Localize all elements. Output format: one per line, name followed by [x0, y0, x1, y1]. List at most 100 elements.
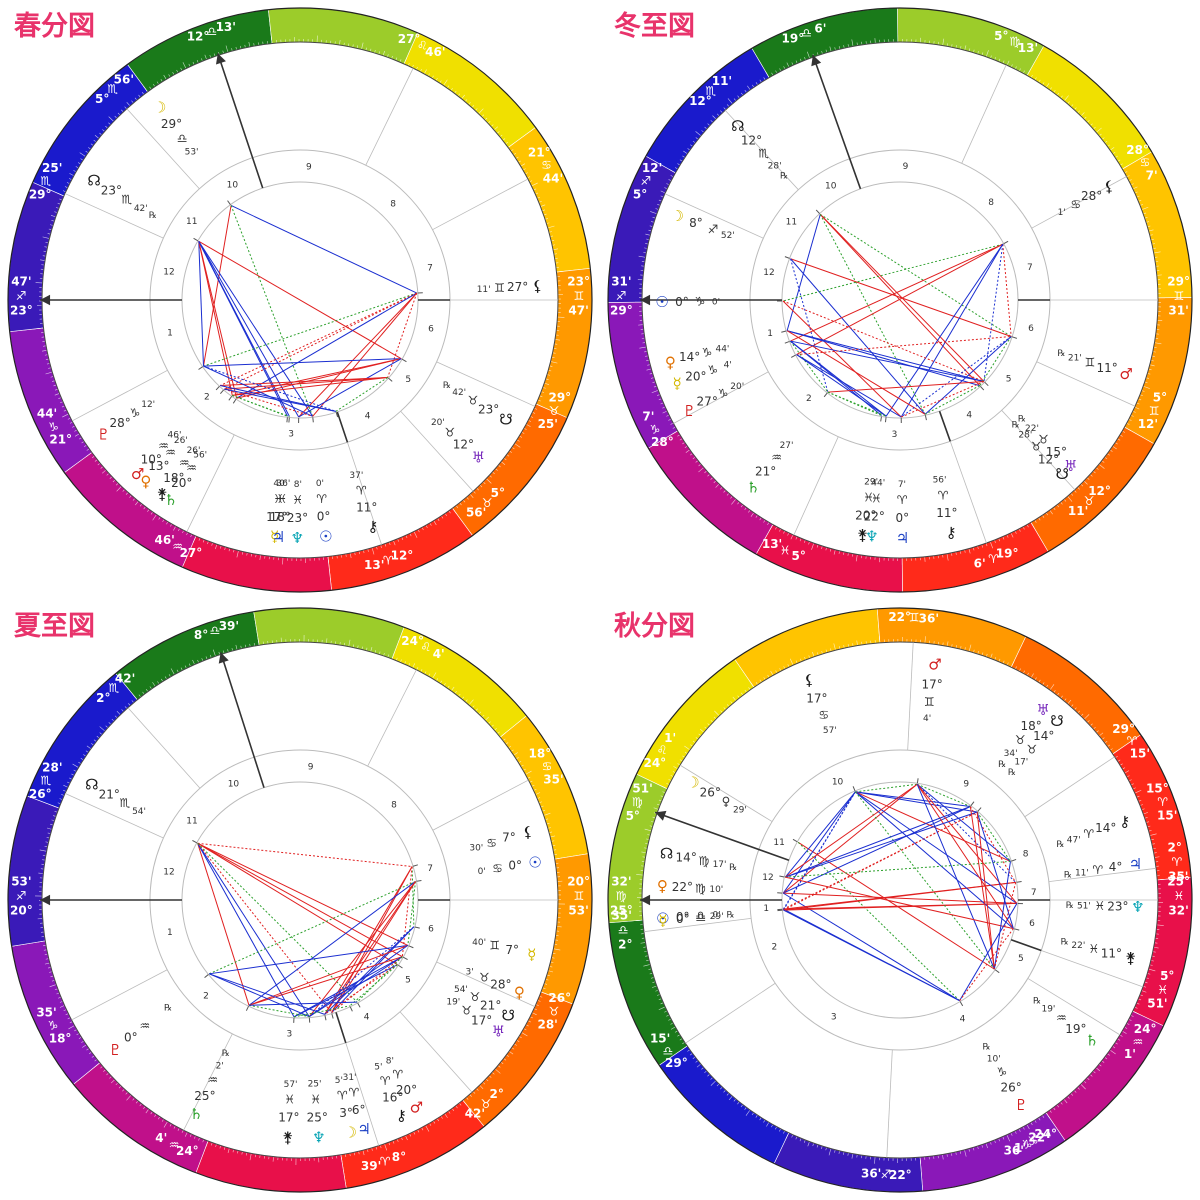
degree-tick: [1117, 759, 1121, 762]
cusp-degree: 2°: [1168, 840, 1182, 854]
degree-tick: [150, 1111, 153, 1115]
degree-tick: [361, 646, 363, 650]
cusp-degree: 23°: [567, 274, 590, 288]
house-number: 7: [427, 864, 433, 874]
degree-tick: [973, 649, 975, 653]
cusp-degree: 27°: [180, 546, 203, 560]
cusp-minute: 36': [1004, 1144, 1024, 1158]
planet-sign-glyph: ♒: [139, 1019, 150, 1033]
degree-tick: [1049, 87, 1052, 90]
degree-tick: [1135, 1007, 1138, 1009]
degree-tick: [401, 537, 404, 540]
degree-tick: [1018, 1129, 1021, 1132]
degree-tick: [1011, 64, 1013, 67]
degree-tick: [405, 1135, 408, 1141]
degree-tick: [664, 1010, 667, 1013]
degree-tick: [526, 424, 531, 427]
cusp-label: 29°♉25': [538, 391, 572, 432]
degree-tick: [825, 547, 827, 551]
degree-tick: [1133, 186, 1138, 190]
house-cusp-line: [432, 779, 529, 831]
aspect-line: [232, 376, 388, 396]
house-number: 11: [186, 217, 197, 227]
degree-tick: [218, 51, 220, 55]
planet-degree: 21°: [755, 465, 776, 479]
house-cusp-line: [1024, 756, 1115, 818]
degree-tick: [553, 248, 559, 251]
degree-tick: [942, 1154, 944, 1160]
aspect-line: [885, 243, 1004, 417]
planet-position-tick: [357, 1002, 361, 1008]
degree-tick: [389, 542, 391, 546]
degree-tick: [851, 39, 854, 46]
planet-sign-glyph: ♒: [165, 445, 176, 459]
degree-tick: [750, 512, 754, 517]
cusp-degree: 25°: [1167, 874, 1190, 888]
degree-tick: [94, 459, 98, 462]
degree-tick: [651, 390, 658, 394]
degree-tick: [170, 524, 172, 527]
degree-tick: [539, 996, 543, 998]
degree-tick: [698, 733, 701, 736]
degree-tick: [495, 1068, 501, 1074]
planet-label: ♂11°♊21'℞: [1057, 349, 1132, 383]
degree-tick: [459, 1103, 462, 1106]
degree-tick: [182, 530, 184, 534]
degree-tick: [526, 1024, 529, 1027]
degree-tick: [76, 1033, 79, 1036]
degree-tick: [1143, 386, 1150, 389]
degree-tick: [833, 643, 836, 650]
planet-position-tick: [245, 1005, 250, 1011]
degree-tick: [816, 52, 819, 55]
degree-tick: [1030, 522, 1035, 529]
degree-tick: [775, 526, 777, 530]
degree-tick: [61, 794, 64, 796]
degree-tick: [491, 124, 494, 127]
chart-title: 秋分図: [614, 611, 695, 642]
house-number: 9: [903, 162, 909, 172]
degree-tick: [399, 59, 402, 62]
house-number: 1: [767, 329, 773, 339]
planet-label: ☉ 0° ♑ 0': [655, 293, 720, 311]
degree-tick: [491, 724, 494, 727]
cusp-degree: 12°: [187, 29, 210, 43]
degree-tick: [821, 650, 823, 654]
degree-tick: [720, 487, 723, 490]
house-number: 6: [428, 924, 434, 934]
degree-tick: [1084, 481, 1088, 485]
planet-sign-glyph: ♈: [1083, 827, 1094, 841]
planet-position-tick: [1016, 881, 1022, 883]
planet-glyph-icon: ⚵: [1125, 949, 1136, 967]
planet-degree: 11°: [936, 506, 957, 520]
degree-tick: [652, 816, 656, 819]
degree-tick: [485, 716, 490, 721]
cusp-label: 2°♏42': [96, 672, 135, 705]
degree-tick: [412, 663, 416, 668]
aspect-line: [785, 811, 978, 878]
degree-tick: [740, 692, 743, 696]
degree-tick: [740, 92, 743, 96]
degree-tick: [763, 77, 766, 80]
degree-tick: [1154, 856, 1160, 858]
degree-tick: [1146, 821, 1150, 823]
degree-tick: [48, 228, 52, 230]
planet-glyph-icon: ♄: [1085, 1032, 1098, 1050]
degree-tick: [235, 46, 237, 50]
planet-sign-glyph: ♉: [461, 1004, 472, 1018]
cusp-minute: 1': [1014, 1141, 1026, 1155]
planet-position-tick: [792, 838, 798, 843]
degree-tick: [512, 447, 515, 450]
degree-tick: [1136, 1002, 1140, 1005]
degree-tick: [973, 547, 975, 551]
degree-tick: [555, 857, 562, 860]
planet-sign-glyph: ♓: [284, 1093, 295, 1107]
degree-tick: [152, 682, 156, 687]
degree-tick: [789, 658, 794, 665]
degree-tick: [454, 90, 457, 94]
cusp-degree: 24°: [176, 1144, 199, 1158]
degree-tick: [1064, 698, 1067, 701]
degree-tick: [36, 327, 44, 329]
degree-tick: [1006, 1135, 1011, 1142]
degree-tick: [549, 365, 553, 367]
degree-tick: [550, 835, 556, 838]
